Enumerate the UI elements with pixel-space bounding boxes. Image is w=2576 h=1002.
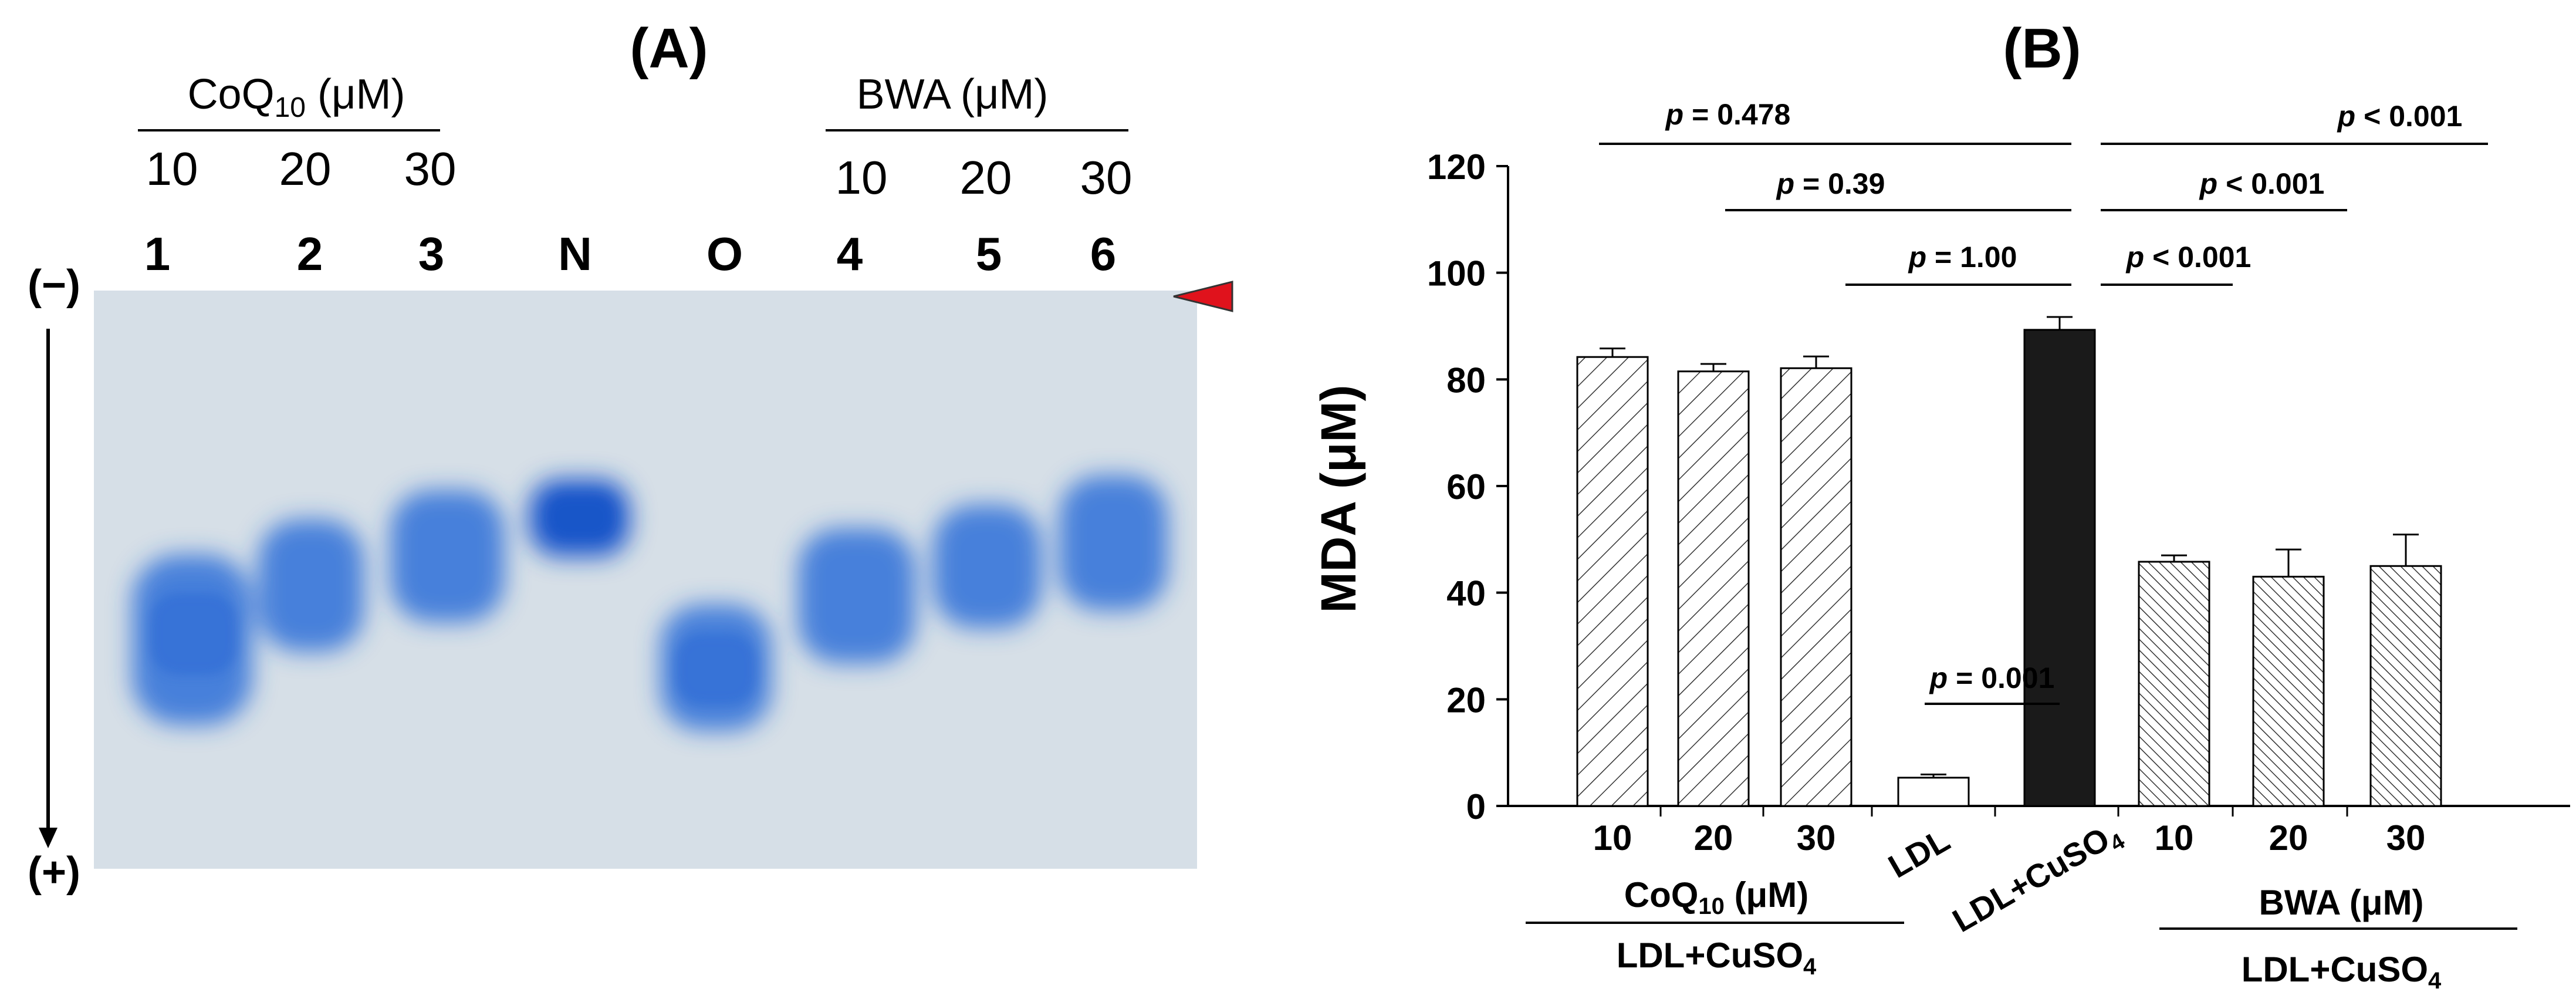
gel-band-lane-5 xyxy=(933,505,1042,628)
panel-a-gel-electrophoresis: (A) CoQ10 (μM) 10 20 30 BWA (μM) 10 20 3… xyxy=(28,17,1233,896)
migration-arrow-head-icon xyxy=(39,828,58,848)
gel-band-lane-4 xyxy=(798,528,915,663)
comparison-pvalue-4: p < 0.001 xyxy=(2337,100,2463,133)
panel-a-label: (A) xyxy=(630,17,708,80)
y-tick-label: 0 xyxy=(1466,787,1486,826)
lane-label-3: 3 xyxy=(418,228,445,280)
coq-ldl-cuso4-label: LDL+CuSO4 xyxy=(1617,936,1817,980)
comparison-pvalue-2: p = 1.00 xyxy=(1908,241,2017,274)
coq-conc-30: 30 xyxy=(404,143,457,195)
bar-2 xyxy=(1780,367,1852,807)
lane-label-n: N xyxy=(558,228,592,280)
lane-label-o: O xyxy=(706,228,743,280)
coq-conc-10: 10 xyxy=(146,143,198,195)
bar-3 xyxy=(1897,777,1970,807)
comparison-pvalue-1: p = 0.39 xyxy=(1776,167,1885,200)
bar-5 xyxy=(2138,561,2210,807)
bwa-conc-20: 20 xyxy=(960,151,1012,204)
gel-band-lane-2 xyxy=(258,519,364,652)
bwa-group-header: BWA (μM) xyxy=(857,71,1049,118)
lane-label-5: 5 xyxy=(976,228,1002,280)
bwa-conc-10: 10 xyxy=(836,151,888,204)
x-tick-label-4: LDL+CuSO4 xyxy=(1946,814,2129,943)
positive-pole-label: (+) xyxy=(28,849,80,896)
y-axis-label: MDA (μM) xyxy=(1311,385,1366,613)
x-tick-label-2: 30 xyxy=(1797,818,1836,858)
lane-label-1: 1 xyxy=(144,228,171,280)
gel-band-lane-3 xyxy=(390,490,505,622)
bar-7 xyxy=(2369,565,2442,807)
coq-group-header: CoQ10 (μM) xyxy=(188,71,405,123)
lane-label-2: 2 xyxy=(297,228,323,280)
lane-label-4: 4 xyxy=(837,228,863,280)
coq-group-axis-label: CoQ10 (μM) xyxy=(1624,875,1808,919)
comparison-pvalue-5: p < 0.001 xyxy=(2199,167,2325,200)
bar-4 xyxy=(2023,329,2096,807)
comparison-pvalue-6: p < 0.001 xyxy=(2125,241,2252,274)
bar-1 xyxy=(1677,370,1750,807)
y-tick-label: 100 xyxy=(1427,254,1486,293)
y-tick-label: 40 xyxy=(1446,574,1486,613)
x-tick-label-7: 30 xyxy=(2386,818,2426,858)
x-tick-label-0: 10 xyxy=(1593,818,1632,858)
y-tick-label: 120 xyxy=(1427,147,1486,187)
gel-band-cores xyxy=(150,493,757,704)
y-tick-label: 80 xyxy=(1446,360,1486,400)
bar-0 xyxy=(1576,356,1649,807)
chart-title: (B) xyxy=(2003,17,2081,80)
bwa-group-axis-label: BWA (μM) xyxy=(2259,883,2423,922)
bwa-ldl-cuso4-label: LDL+CuSO4 xyxy=(2242,950,2442,994)
x-tick-label-1: 20 xyxy=(1694,818,1733,858)
chart-bars xyxy=(1576,316,2442,807)
negative-pole-label: (−) xyxy=(28,262,80,309)
y-tick-label: 60 xyxy=(1446,467,1486,507)
coq-conc-20: 20 xyxy=(279,143,332,195)
x-tick-label-5: 10 xyxy=(2155,818,2194,858)
comparison-pvalue-3: p = 0.001 xyxy=(1929,662,2055,694)
gel-band-lane-6 xyxy=(1059,475,1168,610)
well-marker-triangle-icon xyxy=(1173,281,1233,312)
x-tick-label-6: 20 xyxy=(2269,818,2308,858)
y-tick-label: 20 xyxy=(1446,680,1486,720)
comparison-pvalue-0: p = 0.478 xyxy=(1665,98,1791,131)
bwa-conc-30: 30 xyxy=(1080,151,1133,204)
chart-significance-brackets: p = 0.478 p = 0.39 p = 1.00 p = 0.001 p < 0.… xyxy=(1599,98,2488,705)
bar-6 xyxy=(2252,575,2325,807)
lane-label-6: 6 xyxy=(1090,228,1117,280)
x-tick-label-3: LDL xyxy=(1882,821,1956,885)
